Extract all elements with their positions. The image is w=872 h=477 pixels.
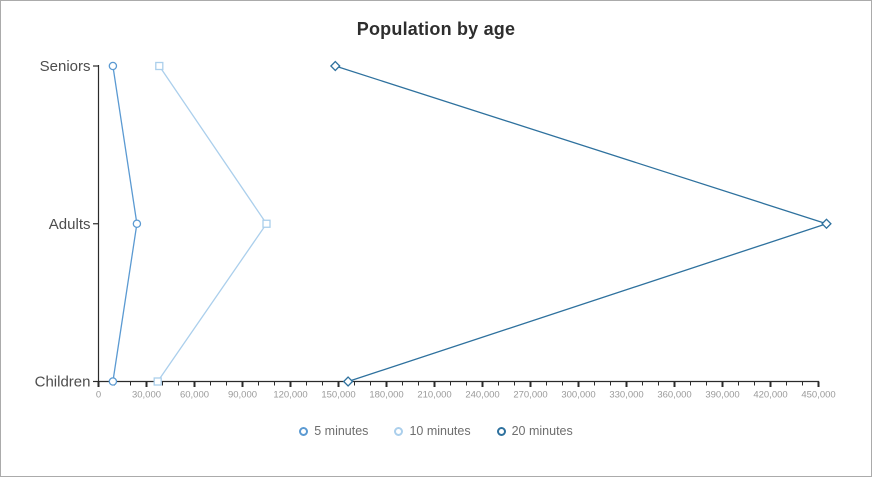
x-tick-label: 450,000 xyxy=(801,390,835,401)
legend-item-20-minutes[interactable]: 20 minutes xyxy=(496,424,573,438)
x-tick-label: 180,000 xyxy=(369,390,403,401)
legend-label-5-minutes: 5 minutes xyxy=(314,424,369,438)
series-line-20-minutes xyxy=(335,65,829,383)
x-tick-label: 270,000 xyxy=(513,390,547,401)
legend-label-10-minutes: 10 minutes xyxy=(409,424,471,438)
x-tick-label: 0 xyxy=(96,390,101,401)
chart-legend: 5 minutes 10 minutes 20 minutes xyxy=(1,424,871,438)
legend-item-5-minutes[interactable]: 5 minutes xyxy=(299,424,368,438)
data-point-5-minutes-seniors[interactable] xyxy=(108,61,118,71)
y-category-label-seniors: Seniors xyxy=(40,58,91,75)
x-tick-label: 390,000 xyxy=(705,390,739,401)
x-tick-label: 240,000 xyxy=(465,390,499,401)
data-point-20-minutes-children[interactable] xyxy=(342,376,354,387)
legend-label-20-minutes: 20 minutes xyxy=(511,424,573,438)
data-point-5-minutes-children[interactable] xyxy=(108,377,118,386)
data-point-10-minutes-children[interactable] xyxy=(153,377,162,386)
legend-item-10-minutes[interactable]: 10 minutes xyxy=(394,424,471,438)
chart-plot-area: 0 30,000 60,000 90,000 120,000 150,000 180,000… xyxy=(35,58,836,401)
x-tick-label: 210,000 xyxy=(417,390,451,401)
data-point-20-minutes-adults[interactable] xyxy=(821,218,832,230)
x-tick-label: 60,000 xyxy=(180,390,209,401)
x-tick-label: 150,000 xyxy=(321,390,355,401)
data-point-10-minutes-adults[interactable] xyxy=(262,219,271,228)
data-point-5-minutes-adults[interactable] xyxy=(132,219,142,228)
series-line-10-minutes xyxy=(157,65,268,382)
legend-ring-icon-20-minutes xyxy=(496,426,506,436)
y-category-label-adults: Adults xyxy=(49,216,91,233)
x-tick-label: 360,000 xyxy=(657,390,691,401)
x-tick-label: 30,000 xyxy=(132,390,161,401)
x-tick-label: 300,000 xyxy=(561,390,595,401)
x-tick-label: 120,000 xyxy=(273,390,307,401)
chart-title: Population by age xyxy=(356,19,516,39)
x-tick-label: 420,000 xyxy=(753,390,787,401)
y-category-label-children: Children xyxy=(35,374,91,391)
data-point-10-minutes-seniors[interactable] xyxy=(155,61,164,71)
data-point-20-minutes-seniors[interactable] xyxy=(329,60,341,72)
legend-ring-icon-5-minutes xyxy=(299,426,309,436)
x-tick-label: 90,000 xyxy=(228,390,257,401)
x-tick-label: 330,000 xyxy=(609,390,643,401)
legend-ring-icon-10-minutes xyxy=(394,426,404,436)
